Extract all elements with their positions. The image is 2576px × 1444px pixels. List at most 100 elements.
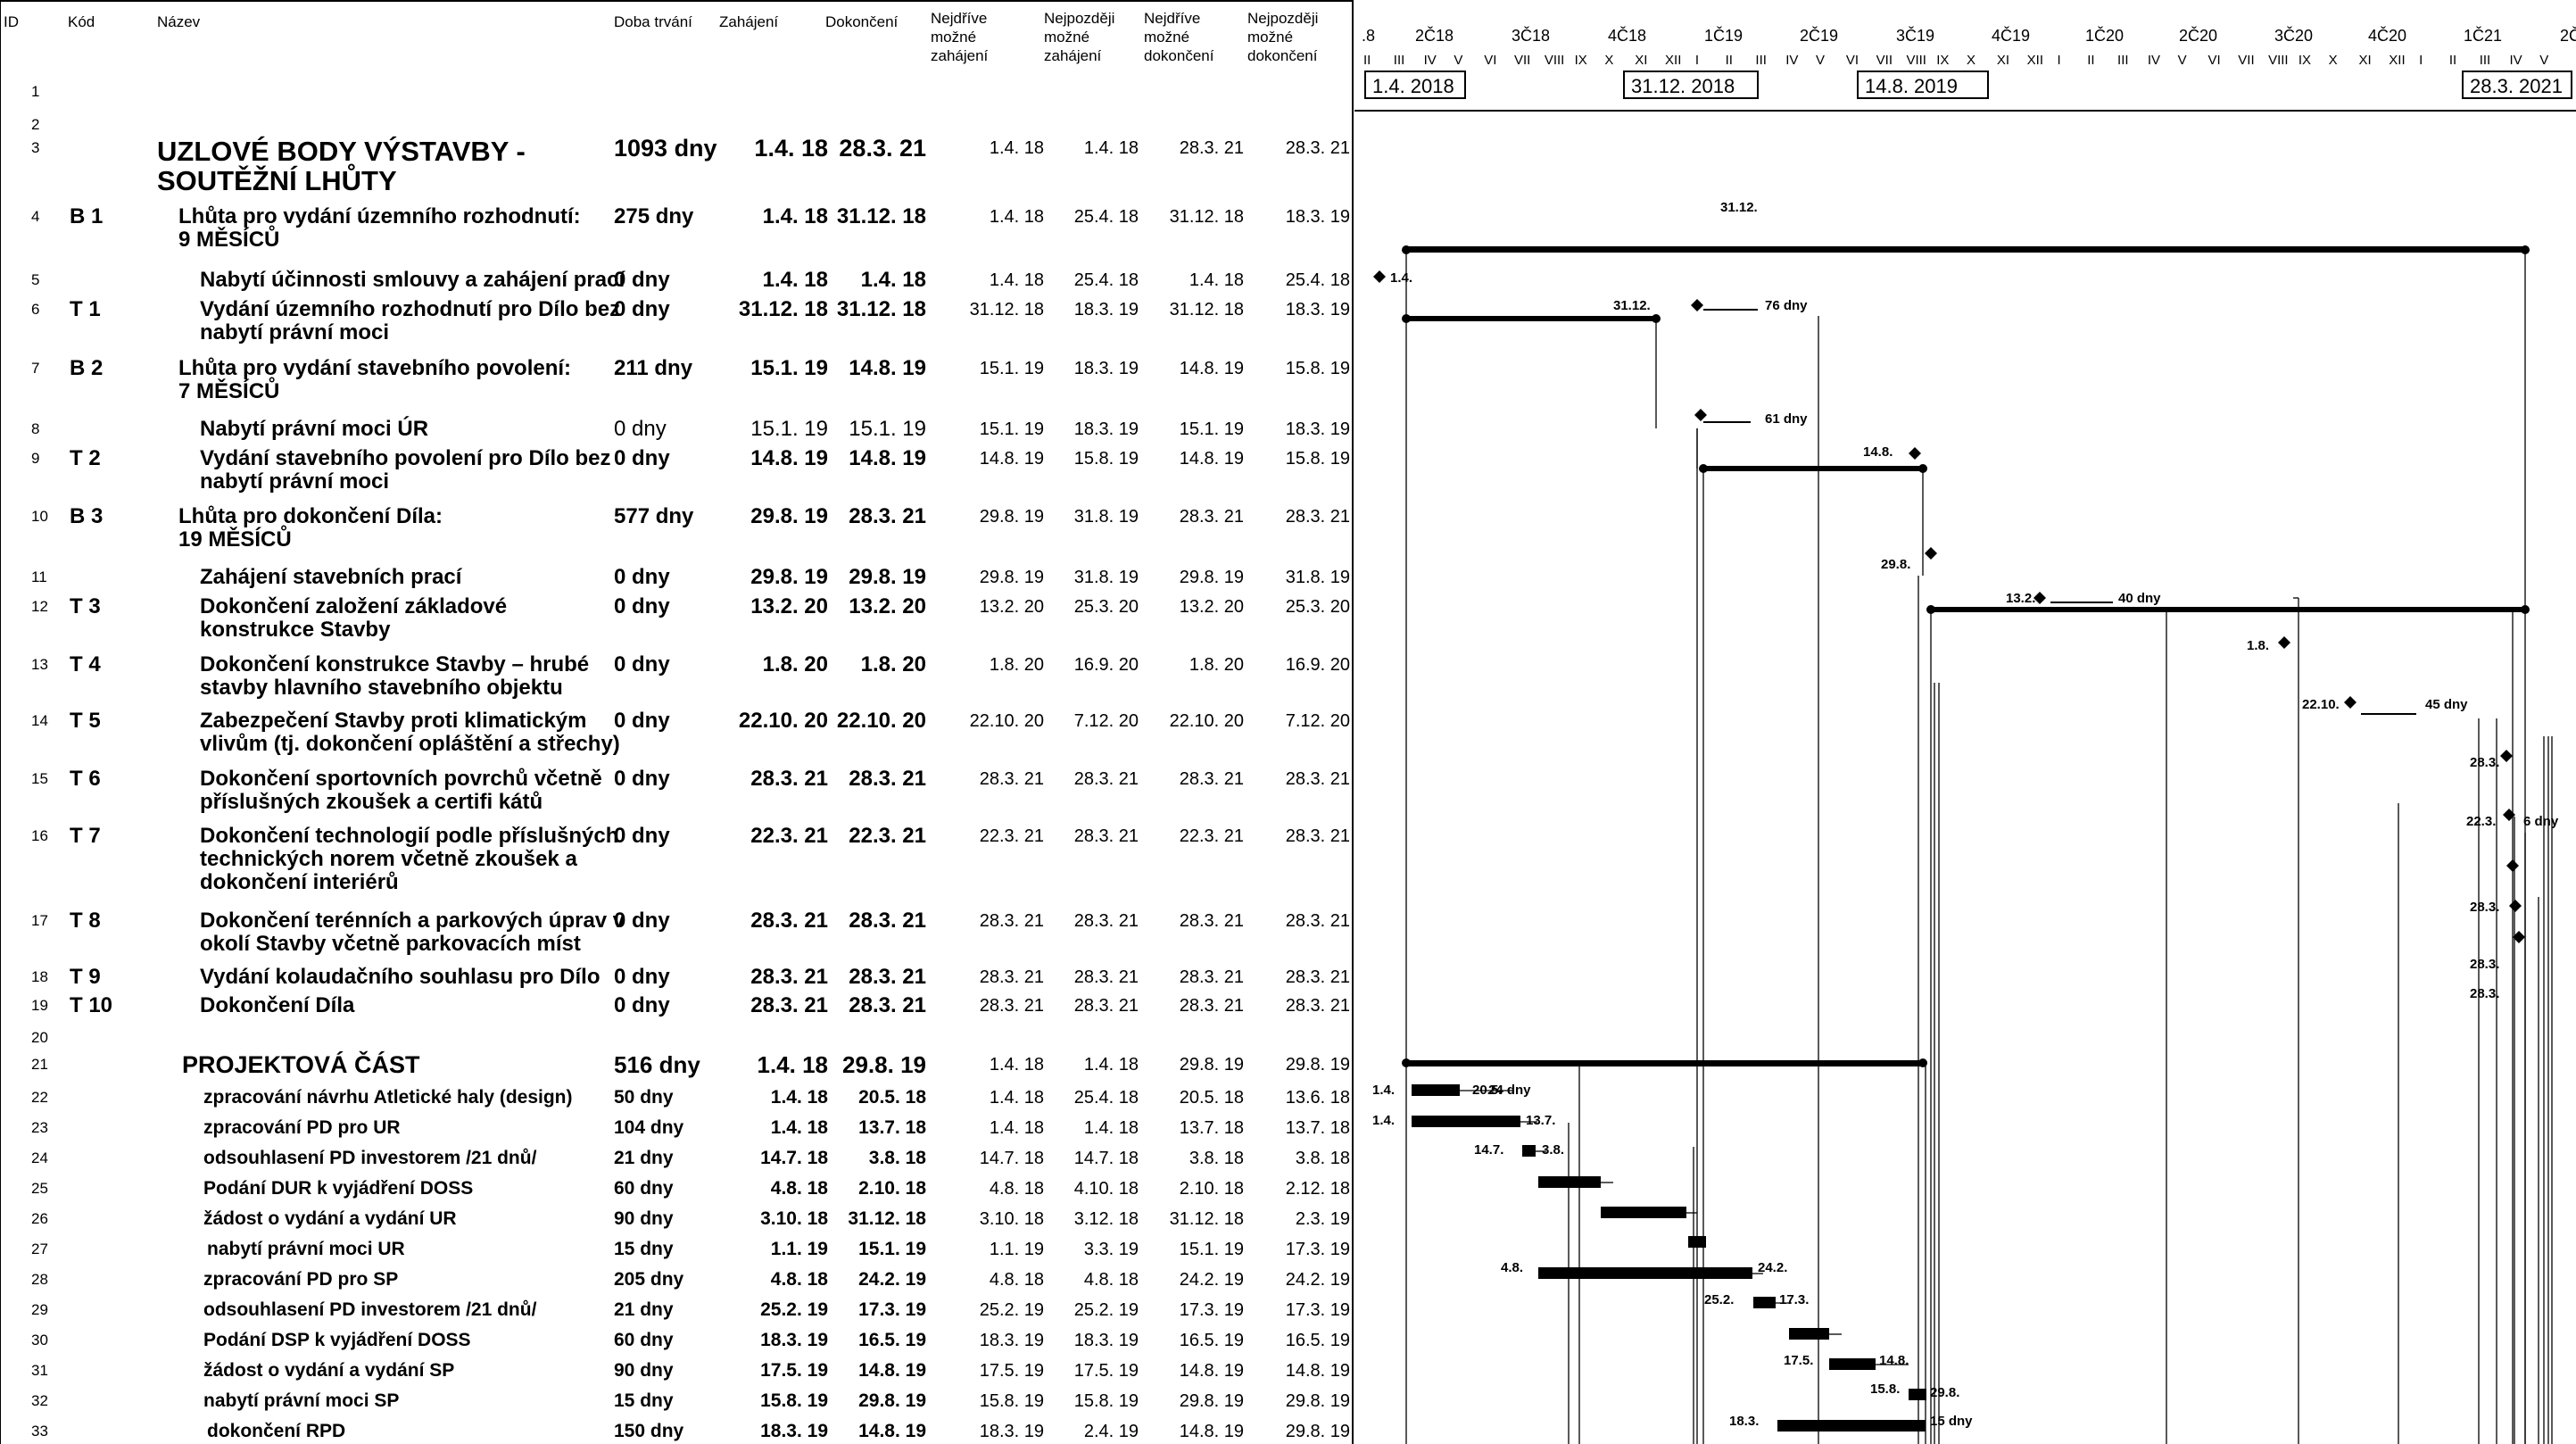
milestone-date-label: 28.3. 2021 bbox=[2470, 75, 2563, 97]
slack-label: 40 dny bbox=[2118, 591, 2161, 606]
row-late-start: 15.8. 19 bbox=[1073, 1391, 1139, 1411]
row-early-finish: 28.3. 21 bbox=[1179, 911, 1244, 931]
row-late-start: 14.7. 18 bbox=[1073, 1149, 1139, 1168]
row-start: 1.4. 18 bbox=[762, 268, 828, 292]
row-id: 5 bbox=[31, 271, 40, 288]
row-late-finish: 17.3. 19 bbox=[1285, 1240, 1350, 1259]
summary-end-marker bbox=[1699, 464, 1708, 473]
row-early-finish: 14.8. 19 bbox=[1179, 359, 1244, 378]
row-early-finish: 17.3. 19 bbox=[1179, 1300, 1244, 1320]
bar-label: 17.3. bbox=[1779, 1292, 1809, 1307]
row-finish: 28.3. 21 bbox=[849, 965, 926, 989]
row-early-start: 15.8. 19 bbox=[979, 1391, 1044, 1411]
bar-label: 14.8. bbox=[1863, 444, 1893, 460]
row-name: Zahájení stavebních prací bbox=[200, 565, 462, 589]
month-label: IV bbox=[2148, 53, 2160, 68]
row-early-finish: 31.12. 18 bbox=[1169, 300, 1244, 320]
row-late-start: 28.3. 21 bbox=[1073, 911, 1139, 931]
row-start: 15.1. 19 bbox=[750, 356, 828, 380]
row-late-finish: 13.7. 18 bbox=[1285, 1118, 1350, 1138]
row-name: zpracování PD pro UR bbox=[203, 1117, 401, 1138]
row-duration: 60 dny bbox=[614, 1178, 674, 1199]
month-label: III bbox=[2117, 53, 2129, 68]
month-label: XI bbox=[1997, 53, 2009, 68]
row-start: 1.4. 18 bbox=[762, 204, 828, 228]
row-late-finish: 3.8. 18 bbox=[1295, 1149, 1350, 1168]
row-late-finish: 28.3. 21 bbox=[1285, 507, 1350, 527]
row-finish: 14.8. 19 bbox=[849, 356, 926, 380]
milestone-date-box bbox=[1857, 71, 1989, 99]
row-name: Dokončení Díla bbox=[200, 993, 355, 1017]
row-id: 26 bbox=[31, 1210, 48, 1227]
month-label: IX bbox=[1575, 53, 1587, 68]
summary-end-marker bbox=[2521, 605, 2530, 614]
row-early-start: 1.1. 19 bbox=[989, 1240, 1044, 1259]
row-finish: 17.3. 19 bbox=[858, 1299, 926, 1320]
row-id: 2 bbox=[31, 116, 40, 133]
row-late-start: 4.10. 18 bbox=[1073, 1179, 1139, 1199]
row-start: 25.2. 19 bbox=[760, 1299, 828, 1320]
row-finish: 28.3. 21 bbox=[839, 135, 926, 162]
row-early-finish: 3.8. 18 bbox=[1189, 1149, 1244, 1168]
row-name: Lhůta pro vydání územního rozhodnutí: 9 … bbox=[178, 204, 581, 252]
bar-label: 17.5. bbox=[1784, 1353, 1813, 1368]
row-late-finish: 2.3. 19 bbox=[1295, 1209, 1350, 1229]
row-early-finish: 14.8. 19 bbox=[1179, 1422, 1244, 1441]
row-early-start: 22.3. 21 bbox=[979, 826, 1044, 846]
row-early-start: 4.8. 18 bbox=[989, 1179, 1044, 1199]
row-start: 1.4. 18 bbox=[754, 135, 828, 162]
bar-label: 29.8. bbox=[1930, 1385, 1959, 1400]
summary-end-marker bbox=[1402, 314, 1411, 323]
milestone-diamond bbox=[1909, 447, 1921, 460]
milestone-diamond bbox=[1691, 299, 1703, 311]
row-finish: 13.2. 20 bbox=[849, 594, 926, 618]
row-late-start: 4.8. 18 bbox=[1083, 1270, 1139, 1290]
row-id: 25 bbox=[31, 1180, 48, 1197]
month-label: III bbox=[1394, 53, 1405, 68]
row-start: 1.1. 19 bbox=[770, 1239, 828, 1259]
row-finish: 29.8. 19 bbox=[858, 1390, 926, 1411]
bar-label: 13.7. bbox=[1526, 1113, 1555, 1128]
row-code: T 7 bbox=[70, 824, 101, 848]
slack-label: 24 dny bbox=[1488, 1083, 1531, 1098]
row-duration: 21 dny bbox=[614, 1299, 674, 1320]
summary-end-marker bbox=[1402, 245, 1411, 254]
row-start: 13.2. 20 bbox=[750, 594, 828, 618]
row-finish: 31.12. 18 bbox=[836, 297, 926, 321]
row-name: Vydání územního rozhodnutí pro Dílo bez … bbox=[200, 297, 621, 344]
row-id: 32 bbox=[31, 1392, 48, 1409]
row-finish: 28.3. 21 bbox=[849, 993, 926, 1017]
milestones bbox=[1373, 270, 2525, 943]
row-early-finish: 29.8. 19 bbox=[1179, 1055, 1244, 1075]
row-name: Dokončení konstrukce Stavby – hrubé stav… bbox=[200, 652, 590, 700]
row-finish: 31.12. 18 bbox=[836, 204, 926, 228]
row-duration: 516 dny bbox=[614, 1051, 700, 1078]
row-name: nabytí právní moci UR bbox=[207, 1239, 405, 1259]
quarter-label: 1Č21 bbox=[2464, 26, 2502, 45]
row-id: 1 bbox=[31, 83, 40, 100]
month-label: I bbox=[1695, 53, 1699, 68]
row-start: 4.8. 18 bbox=[770, 1178, 828, 1199]
row-code: T 3 bbox=[70, 594, 101, 618]
row-start: 17.5. 19 bbox=[760, 1360, 828, 1381]
row-finish: 28.3. 21 bbox=[849, 767, 926, 791]
row-late-finish: 14.8. 19 bbox=[1285, 1361, 1350, 1381]
row-duration: 577 dny bbox=[614, 504, 694, 528]
row-id: 33 bbox=[31, 1423, 48, 1440]
row-name: Dokončení terénních a parkových úprav v … bbox=[200, 909, 625, 956]
month-label: XII bbox=[1665, 53, 1681, 68]
milestone-diamond bbox=[2344, 696, 2357, 709]
month-label: VIII bbox=[1906, 53, 1926, 68]
table-grid-lines bbox=[0, 0, 1354, 1444]
row-start: 28.3. 21 bbox=[750, 965, 828, 989]
milestone-diamond bbox=[1373, 270, 1386, 283]
row-code: T 6 bbox=[70, 767, 101, 791]
row-id: 30 bbox=[31, 1332, 48, 1349]
quarter-labels: .8 2Č18 3Č18 4Č18 1Č19 2Č19 3Č19 4Č19 1Č20 2Č20 3Č… bbox=[1362, 26, 2576, 45]
milestone-date-label: 31.12. 2018 bbox=[1631, 75, 1735, 97]
row-duration: 0 dny bbox=[614, 268, 670, 292]
month-label: XI bbox=[1635, 53, 1647, 68]
row-duration: 0 dny bbox=[614, 767, 670, 791]
row-id: 6 bbox=[31, 301, 40, 318]
row-id: 8 bbox=[31, 420, 40, 437]
